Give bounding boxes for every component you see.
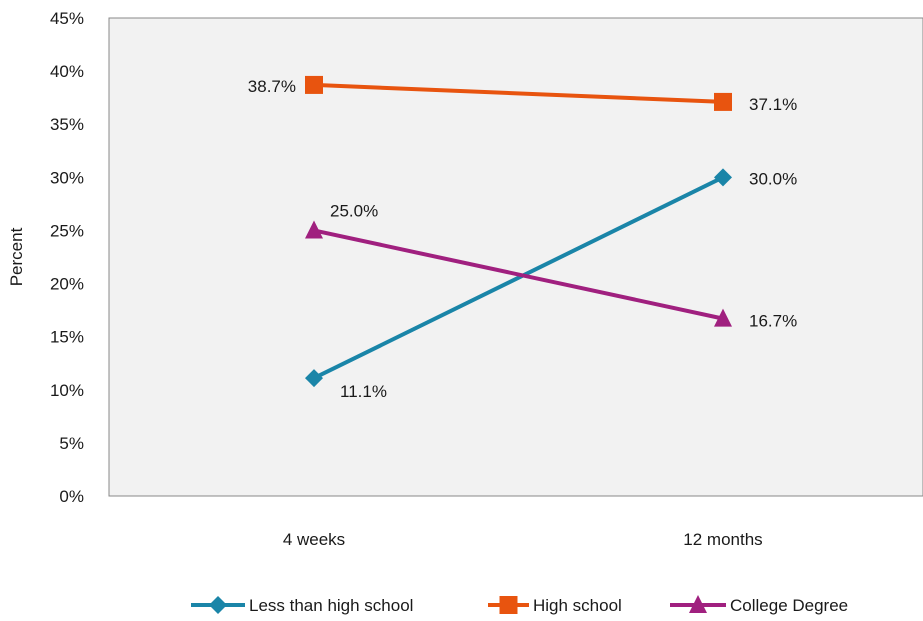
y-tick-label: 10% — [50, 381, 84, 400]
legend-item: High school — [488, 596, 622, 615]
data-label: 25.0% — [330, 201, 378, 220]
legend-item: Less than high school — [191, 596, 413, 615]
legend-label: College Degree — [730, 596, 848, 615]
y-axis-ticks: 0% 5% 10% 15% 20% 25% 30% 35% 40% 45% — [50, 9, 84, 506]
data-label: 11.1% — [340, 382, 387, 401]
data-point-diamond — [305, 369, 323, 388]
series-line — [313, 228, 724, 321]
y-tick-label: 5% — [59, 434, 84, 453]
legend: Less than high school High school College … — [191, 595, 848, 615]
data-label: 16.7% — [749, 312, 797, 331]
y-tick-label: 15% — [50, 328, 84, 347]
y-tick-label: 30% — [50, 168, 84, 187]
series-line — [313, 82, 724, 104]
legend-marker-diamond — [209, 596, 227, 614]
data-point-triangle — [714, 308, 732, 327]
legend-label: High school — [533, 596, 622, 615]
x-tick-label: 12 months — [683, 530, 762, 549]
plot-area — [108, 17, 923, 497]
series-high-school: 38.7% 37.1% — [248, 75, 797, 114]
y-tick-label: 40% — [50, 62, 84, 81]
y-axis-label: Percent — [7, 227, 26, 286]
legend-marker-triangle — [689, 595, 707, 613]
data-point-diamond — [714, 168, 732, 187]
data-label: 38.7% — [248, 77, 296, 96]
legend-label: Less than high school — [249, 596, 413, 615]
y-tick-label: 20% — [50, 275, 84, 294]
y-tick-label: 25% — [50, 221, 84, 240]
data-label: 30.0% — [749, 169, 797, 188]
series-college-degree: 25.0% 16.7% — [305, 201, 797, 331]
legend-marker-square — [499, 596, 518, 614]
series-layer: 11.1% 30.0% 25.0% 16.7% 38.7% 37.1% — [248, 75, 797, 401]
y-tick-label: 0% — [59, 487, 84, 506]
series-line — [313, 175, 724, 380]
legend-item: College Degree — [670, 595, 848, 615]
data-point-square — [305, 75, 323, 94]
y-tick-label: 45% — [50, 9, 84, 28]
data-point-square — [714, 92, 732, 111]
y-tick-label: 35% — [50, 115, 84, 134]
data-label: 37.1% — [749, 95, 797, 114]
data-point-triangle — [305, 220, 323, 239]
x-axis-ticks: 4 weeks 12 months — [283, 530, 763, 549]
series-less-than-high-school: 11.1% 30.0% — [305, 168, 797, 401]
x-tick-label: 4 weeks — [283, 530, 345, 549]
